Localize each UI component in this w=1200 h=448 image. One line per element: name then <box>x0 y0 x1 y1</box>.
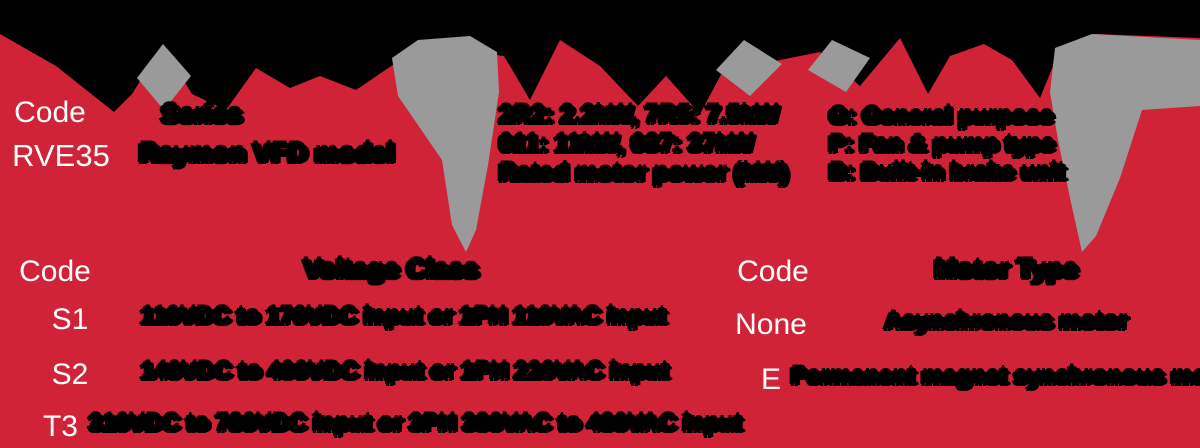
series-description: Raymon VFD model <box>137 137 394 167</box>
motor-desc-e: Permanent magnet synchronous motor <box>790 362 1200 389</box>
model-number-art <box>0 0 1200 252</box>
voltage-code-header: Code <box>19 255 91 288</box>
motor-code-e: E <box>760 363 781 396</box>
voltage-class-header: Voltage Class <box>302 253 478 283</box>
power-note-line: Rated motor power (kW) <box>498 158 787 186</box>
voltage-code-s2: S2 <box>51 358 89 391</box>
model-glyphs-shape <box>0 0 1200 114</box>
voltage-code-s1: S1 <box>51 303 89 336</box>
motor-desc-none: Asynchronous motor <box>883 307 1127 334</box>
series-code-value: RVE35 <box>12 138 110 173</box>
duty-note-line: B: Built-in brake unit <box>828 158 1064 185</box>
series-code-header: Code <box>14 96 86 129</box>
voltage-code-t3: T3 <box>42 410 78 443</box>
motor-code-none: None <box>735 308 807 341</box>
voltage-desc-t3: 310VDC to 780VDC input or 3PH 380VAC to … <box>88 409 741 436</box>
voltage-desc-s1: 110VDC to 170VDC input or 1PH 110VAC inp… <box>140 302 666 329</box>
down-arrow-icon <box>137 44 191 110</box>
duty-note-line: P: Fan & pump type <box>828 130 1054 157</box>
motor-code-header: Code <box>737 255 809 288</box>
voltage-desc-s2: 140VDC to 400VDC input or 1PH 220VAC inp… <box>140 357 668 384</box>
down-arrow-icon <box>1050 34 1200 252</box>
power-note: 2R2: 2.2kW, 7R5: 7.5kW 011: 11kW, 037: 3… <box>498 100 787 187</box>
power-note-line: 011: 11kW, 037: 37kW <box>498 129 753 157</box>
duty-note-line: G: General purpose <box>828 102 1053 129</box>
duty-note: G: General purpose P: Fan & pump type B:… <box>828 102 1064 186</box>
down-arrow-icon <box>808 40 870 92</box>
down-arrow-icon <box>392 36 499 252</box>
series-header: Series <box>159 98 242 128</box>
motor-type-header: Motor Type <box>933 253 1077 283</box>
power-note-line: 2R2: 2.2kW, 7R5: 7.5kW <box>498 100 778 128</box>
down-arrow-icon <box>716 40 782 96</box>
